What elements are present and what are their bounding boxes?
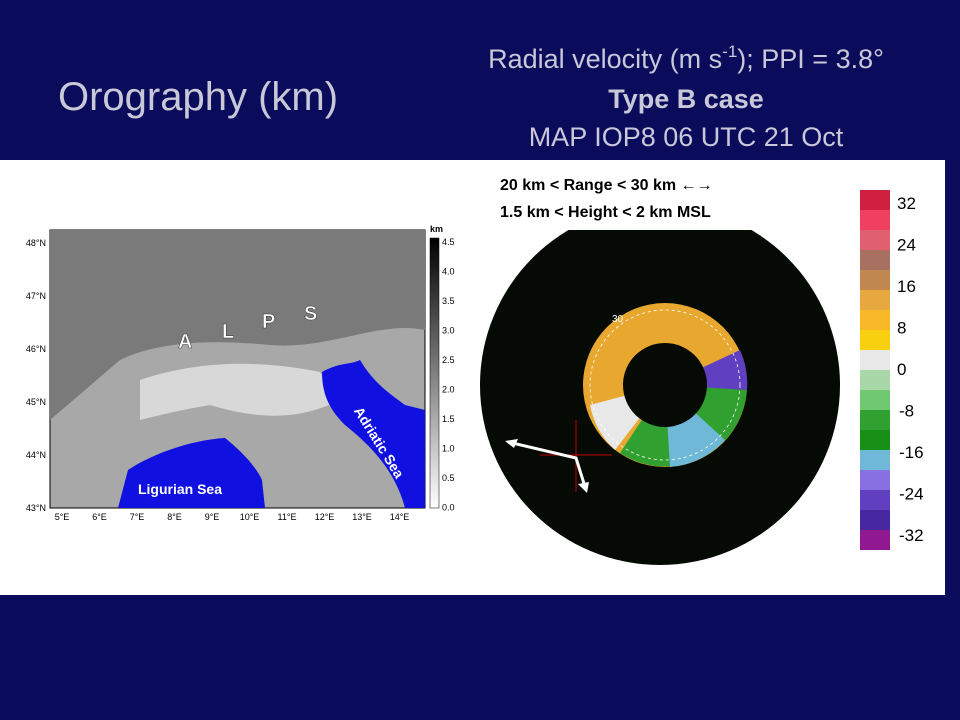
colorbar-segment	[860, 330, 890, 350]
lat-label: 48°N	[26, 238, 46, 248]
radar-panel: 20 km < Range < 30 km ←→ 1.5 km < Height…	[480, 165, 840, 565]
ring-label: 30	[612, 314, 624, 325]
lon-label: 9°E	[205, 512, 220, 522]
lat-label: 43°N	[26, 503, 46, 513]
colorbar-label: 3.5	[442, 296, 455, 306]
colorbar-segment	[860, 470, 890, 490]
t1-sup: -1	[722, 42, 737, 61]
colorbar-label: 8	[897, 319, 906, 338]
colorbar-label: 4.0	[442, 267, 455, 277]
lat-label: 46°N	[26, 344, 46, 354]
colorbar-segment	[860, 250, 890, 270]
colorbar-label: 4.5	[442, 237, 455, 247]
colorbar-segment	[860, 290, 890, 310]
alps-letter: S	[304, 303, 317, 325]
colorbar-segment	[860, 190, 890, 210]
colorbar-label: 0	[897, 360, 906, 379]
colorbar-label: 2.5	[442, 355, 455, 365]
colorbar-segment	[860, 270, 890, 290]
lon-label: 8°E	[167, 512, 182, 522]
colorbar-segment	[860, 530, 890, 550]
colorbar-segment	[860, 410, 890, 430]
colorbar-label: 24	[897, 236, 916, 255]
ring-inner	[623, 343, 707, 427]
colorbar-unit: km	[430, 224, 443, 234]
caption-line2: 1.5 km < Height < 2 km MSL	[500, 204, 711, 221]
lat-label: 47°N	[26, 291, 46, 301]
colorbar-label: -8	[899, 402, 914, 421]
ligurian-sea	[118, 438, 265, 508]
orography-map: Ligurian Sea Adriatic Sea km 4.54.03.53.…	[26, 224, 455, 522]
po-plain	[140, 363, 340, 420]
colorbar-label: 2.0	[442, 385, 455, 395]
adriatic-sea	[322, 360, 425, 508]
right-title-line2: Type B case	[608, 84, 764, 114]
colorbar-label: -16	[899, 443, 924, 462]
colorbar-segment	[860, 370, 890, 390]
colorbar-label: 0.0	[442, 503, 455, 513]
colorbar-segment	[860, 490, 890, 510]
wind-arrows	[507, 440, 588, 491]
lon-label: 10°E	[240, 512, 260, 522]
right-title-line1: Radial velocity (m s-1); PPI = 3.8°	[488, 42, 884, 74]
arrow-heads	[505, 439, 589, 493]
colorbar-label: 1.5	[442, 414, 455, 424]
colorbar-segment	[860, 390, 890, 410]
colorbar-label: -24	[899, 485, 924, 504]
caption-line1: 20 km < Range < 30 km ←→	[500, 177, 713, 194]
lat-label: 45°N	[26, 397, 46, 407]
t1: Radial velocity (m s	[488, 44, 722, 74]
lon-label: 13°E	[352, 512, 372, 522]
colorbar-segment	[860, 350, 890, 370]
colorbar-label: -32	[899, 526, 924, 545]
colorbar-label: 0.5	[442, 473, 455, 483]
colorbar-label: 1.0	[442, 444, 455, 454]
ligurian-label: Ligurian Sea	[138, 481, 222, 497]
velocity-colorbar: 32 24 16 8 0 -8 -16 -24 -32	[860, 190, 924, 550]
lon-label: 12°E	[315, 512, 335, 522]
lon-label: 6°E	[92, 512, 107, 522]
colorbar-segment	[860, 310, 890, 330]
colorbar-label: 3.0	[442, 326, 455, 336]
colorbar-segment	[860, 510, 890, 530]
left-title: Orography (km)	[58, 75, 338, 119]
lon-label: 11°E	[278, 512, 297, 522]
colorbar-segment	[860, 430, 890, 450]
colorbar-label: 32	[897, 194, 916, 213]
alps-letter: L	[222, 321, 234, 343]
orography-colorbar	[429, 237, 440, 509]
colorbar-label: 16	[897, 277, 916, 296]
radar-caption-box	[480, 165, 835, 230]
range-ring	[589, 309, 741, 461]
lon-label: 14°E	[390, 512, 410, 522]
lat-label: 44°N	[26, 450, 46, 460]
alps-letter: A	[178, 331, 192, 353]
colorbar-segment	[860, 210, 890, 230]
alps-letter: P	[262, 311, 275, 333]
lon-label: 7°E	[130, 512, 145, 522]
colorbar-segment	[860, 230, 890, 250]
right-title-line3: MAP IOP8 06 UTC 21 Oct	[529, 122, 844, 152]
alps-relief	[50, 230, 425, 420]
t1-after: ); PPI = 3.8°	[737, 44, 884, 74]
lon-label: 5°E	[55, 512, 70, 522]
colorbar-segment	[860, 450, 890, 470]
